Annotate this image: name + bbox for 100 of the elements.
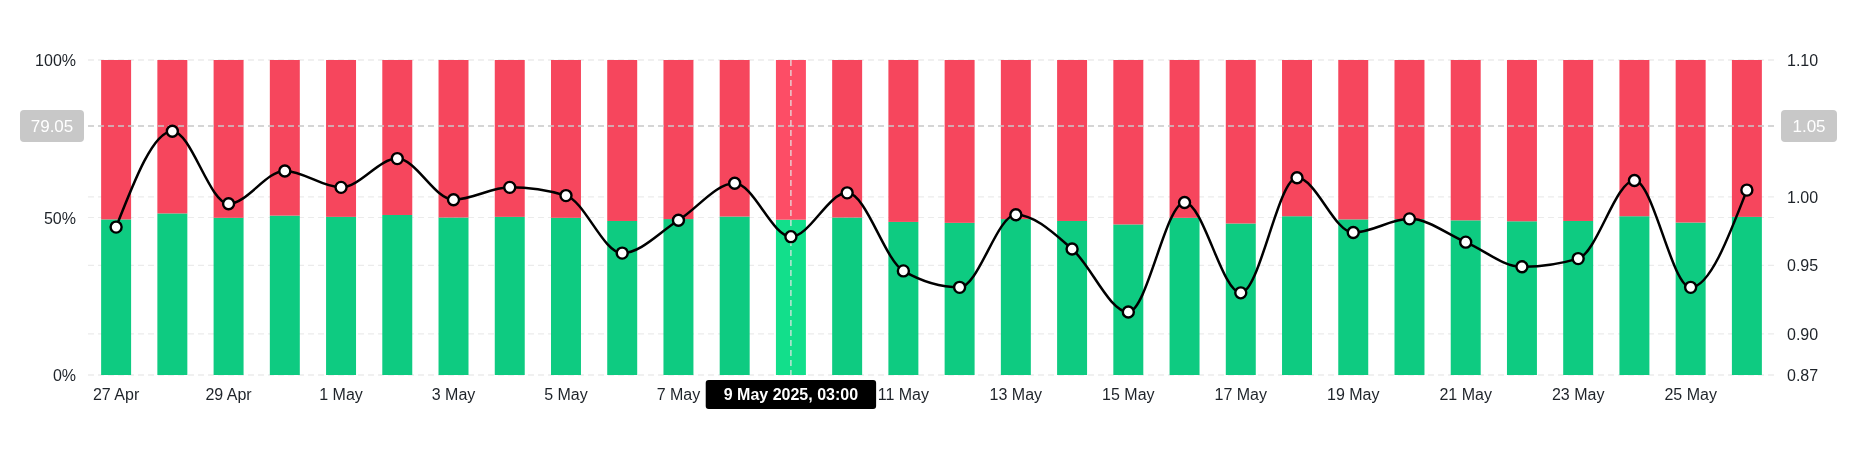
bar [1113,60,1144,225]
point [671,213,686,227]
bar [607,60,638,221]
point [1402,212,1417,226]
x-tick-label: 27 Apr [92,386,140,403]
bar [1506,60,1537,222]
bar [551,217,581,375]
bar [157,213,188,375]
bar [1394,60,1425,220]
point [1009,208,1023,222]
point [1627,173,1642,188]
point [896,264,911,278]
bar [1563,220,1594,375]
bar [1169,60,1200,218]
point [727,176,742,190]
x-tick-label: 19 May [1327,386,1380,403]
point [1346,225,1360,240]
bar [326,216,357,375]
bar [1619,216,1650,375]
bar [1731,60,1762,217]
point [559,188,573,203]
bar [775,60,806,220]
bar [1619,60,1650,217]
bar [944,222,975,375]
point [165,124,180,138]
bar [213,60,244,218]
point [1683,280,1698,295]
bar [1338,60,1369,220]
x-tick-label: 29 Apr [205,386,253,403]
bar [326,60,357,217]
point [1065,242,1079,256]
point [221,197,236,211]
y2-tick-label: 1.00 [1787,188,1819,206]
point [615,246,629,260]
bar [832,217,863,375]
bar [944,60,975,223]
bar [1225,60,1256,224]
bar [775,219,806,375]
bar [1450,60,1481,221]
bar [663,60,694,220]
bar [1057,220,1088,375]
x-tick-label: 17 May [1214,386,1268,403]
point [278,164,292,178]
bar [213,217,244,375]
bar [1169,217,1200,375]
bar [494,60,525,217]
bar [1000,60,1031,220]
x-tick-label: 5 May [544,386,588,403]
point [1459,235,1473,249]
bar [494,216,525,375]
bar [663,219,694,375]
y2-tick-label: 0.87 [1787,367,1819,384]
x-tick-label: 7 May [656,386,701,403]
bar [1113,224,1144,375]
bar [888,60,919,222]
bar [551,60,581,218]
y-tick-label: 0% [52,367,76,384]
point [952,280,967,295]
y2-tick-label: 0.95 [1787,257,1819,275]
bar [607,220,638,375]
bar [1282,60,1312,217]
bar [438,60,469,218]
bar [1000,219,1031,375]
bar [1394,219,1425,375]
bar [1675,60,1706,223]
y2-tick-label: 0.90 [1787,325,1819,343]
bar [101,60,132,220]
bar [1731,216,1762,375]
point [1234,286,1248,300]
bar [382,214,413,375]
point [109,220,123,234]
y-tick-label: 100% [35,52,76,69]
bar [1338,219,1369,375]
bar [1282,216,1312,375]
bar [269,215,300,375]
point [446,193,461,207]
bar [1675,222,1706,375]
point [840,186,854,200]
point [1177,195,1192,210]
x-tick-label: 9 May 2025, 03:00 [723,386,859,403]
x-tick-label: 23 May [1551,386,1605,403]
bar [1057,60,1088,221]
bar [157,60,188,214]
bar [101,219,132,375]
bar [1450,220,1481,375]
point [334,180,348,195]
bar [719,60,750,217]
x-tick-label: 13 May [989,386,1043,403]
x-tick-label: 11 May [877,386,930,403]
point [1515,260,1529,274]
point [1290,171,1304,185]
point [1571,251,1585,266]
point [1740,183,1754,197]
x-tick-label: 3 May [431,386,476,403]
bar [438,217,469,375]
bar [1225,223,1256,375]
x-tick-label: 1 May [319,386,363,403]
point [1121,305,1136,319]
x-tick-label: 15 May [1102,386,1155,403]
point [503,180,517,195]
